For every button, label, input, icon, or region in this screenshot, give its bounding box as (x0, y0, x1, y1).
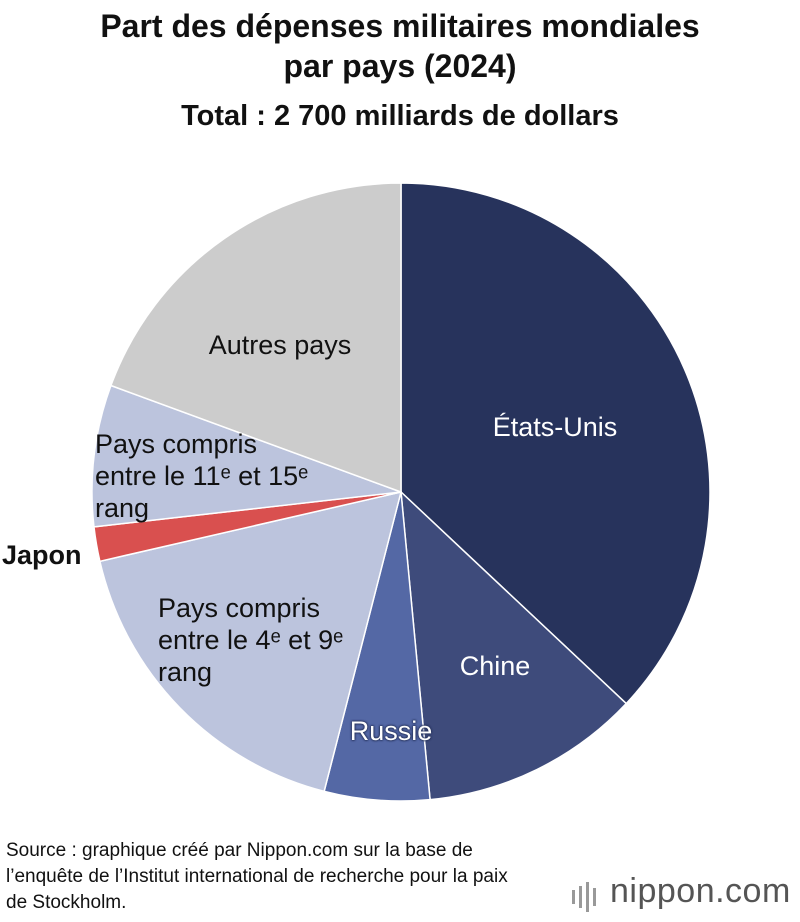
slice-label: États-Unis (492, 412, 618, 442)
slice-label: Russie (349, 716, 433, 746)
pie-slice (98, 490, 403, 793)
chart-title: Part des dépenses militaires mondiales p… (100, 8, 700, 84)
slice-label: Pays compris entre le 4ᵉ et 9ᵉ rang (158, 593, 344, 687)
chart-subtitle: Total : 2 700 milliards de dollars (181, 100, 619, 132)
pie-slice (109, 182, 402, 494)
slice-label: Pays compris entre le 11ᵉ et 15ᵉ rang (95, 429, 309, 523)
source-note: Source : graphique créé par Nippon.com s… (6, 840, 508, 913)
brand-icon (572, 882, 596, 912)
pie-slice (400, 182, 711, 705)
slice-label: Autres pays (208, 330, 352, 360)
brand-logo: nippon.com (610, 872, 791, 910)
pie-slice (400, 490, 628, 801)
slice-label: Chine (459, 651, 531, 681)
pie-slice (91, 384, 402, 528)
slice-label: Japon (2, 540, 82, 570)
